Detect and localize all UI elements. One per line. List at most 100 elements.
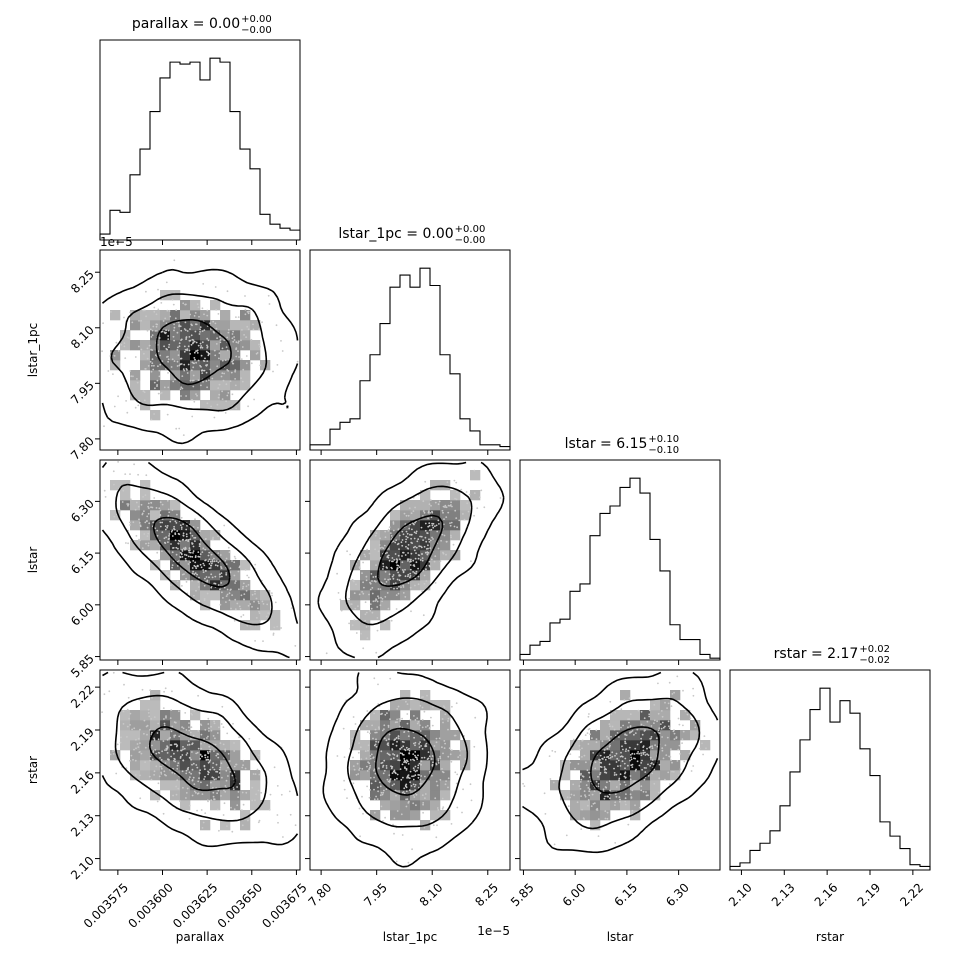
sample-point-0-2 xyxy=(127,504,129,507)
sample-point-1-3 xyxy=(358,769,360,771)
sample-point-1-3 xyxy=(409,718,412,721)
sample-point-0-3 xyxy=(173,743,176,746)
sample-point-0-3 xyxy=(195,764,198,766)
sample-point-0-2 xyxy=(192,570,195,573)
sample-point-0-3 xyxy=(171,749,174,752)
sample-point-2-3 xyxy=(609,756,612,759)
density-cell-2-3 xyxy=(700,740,711,751)
sample-point-0-3 xyxy=(289,813,292,816)
sample-point-1-2 xyxy=(413,549,416,552)
sample-point-1-3 xyxy=(366,710,369,712)
sample-point-2-3 xyxy=(615,761,618,763)
sample-point-1-2 xyxy=(381,582,384,585)
sample-point-0-1 xyxy=(185,368,188,370)
sample-point-0-3 xyxy=(229,771,232,773)
sample-point-2-3 xyxy=(686,713,689,716)
sample-point-1-2 xyxy=(400,586,402,588)
sample-point-0-3 xyxy=(170,709,173,711)
density-cell-0-1 xyxy=(150,410,161,421)
density-cell-0-2 xyxy=(180,570,191,581)
sample-point-0-2 xyxy=(168,535,170,537)
density-cell-2-3 xyxy=(570,800,581,811)
sample-point-1-3 xyxy=(412,794,415,796)
density-cell-2-3 xyxy=(580,740,591,751)
sample-point-0-1 xyxy=(200,354,203,357)
density-cell-0-1 xyxy=(210,390,221,401)
sample-point-1-2 xyxy=(379,588,382,590)
sample-point-1-2 xyxy=(470,560,472,563)
sample-point-0-2 xyxy=(185,535,188,538)
sample-point-1-2 xyxy=(446,481,449,484)
density-layer xyxy=(110,290,711,831)
sample-point-2-3 xyxy=(597,818,600,820)
sample-point-1-3 xyxy=(407,735,410,738)
sample-point-1-2 xyxy=(427,517,429,520)
sample-point-1-2 xyxy=(407,560,409,562)
sample-point-0-2 xyxy=(249,603,252,605)
sample-point-0-2 xyxy=(230,588,232,591)
sample-point-1-3 xyxy=(396,810,399,812)
sample-point-1-3 xyxy=(427,751,430,753)
sample-point-2-3 xyxy=(683,760,686,763)
density-cell-0-1 xyxy=(150,320,161,331)
sample-point-0-3 xyxy=(211,766,214,769)
sample-point-2-3 xyxy=(581,808,583,811)
sample-point-0-1 xyxy=(176,349,179,351)
sample-point-0-2 xyxy=(247,584,250,586)
sample-point-0-1 xyxy=(233,339,236,341)
sample-point-1-2 xyxy=(419,535,421,538)
density-cell-0-2 xyxy=(240,620,251,631)
sample-point-1-3 xyxy=(417,766,419,769)
sample-point-2-3 xyxy=(645,791,647,793)
sample-point-1-3 xyxy=(405,700,407,703)
density-cell-2-3 xyxy=(630,810,641,821)
sample-point-0-3 xyxy=(163,690,166,693)
sample-point-2-3 xyxy=(569,761,572,764)
sample-point-0-3 xyxy=(128,717,131,720)
sample-point-2-3 xyxy=(628,721,630,724)
sample-point-0-3 xyxy=(213,798,216,801)
density-cell-2-3 xyxy=(640,710,651,721)
sample-point-0-1 xyxy=(107,370,110,372)
sample-point-2-3 xyxy=(599,772,602,774)
sample-point-0-2 xyxy=(166,525,169,527)
sample-point-0-3 xyxy=(252,773,255,775)
sample-point-1-2 xyxy=(389,532,392,534)
sample-point-1-3 xyxy=(407,800,410,803)
sample-point-0-1 xyxy=(190,369,193,372)
sample-point-0-3 xyxy=(191,768,194,771)
sample-point-2-3 xyxy=(618,796,621,798)
sample-point-2-3 xyxy=(584,794,586,796)
sample-point-0-2 xyxy=(181,539,184,541)
sample-point-0-2 xyxy=(205,576,208,578)
sample-point-0-3 xyxy=(129,724,131,726)
sample-point-2-3 xyxy=(629,778,632,781)
density-cell-1-3 xyxy=(400,740,411,751)
density-cell-0-1 xyxy=(240,380,251,391)
sample-point-2-3 xyxy=(617,759,620,762)
sample-point-0-2 xyxy=(280,627,282,629)
density-cell-2-3 xyxy=(670,730,681,741)
sample-point-0-1 xyxy=(200,384,202,387)
sample-point-1-2 xyxy=(368,552,371,555)
density-cell-0-2 xyxy=(190,540,201,551)
sample-point-1-2 xyxy=(362,581,364,584)
sample-point-2-3 xyxy=(658,732,661,735)
sample-point-0-3 xyxy=(209,759,212,762)
sample-point-1-3 xyxy=(399,752,402,754)
density-cell-2-3 xyxy=(640,790,651,801)
sample-point-2-3 xyxy=(578,785,581,787)
sample-point-1-3 xyxy=(408,747,410,750)
sample-point-0-2 xyxy=(238,588,240,591)
sample-point-1-2 xyxy=(379,547,382,549)
sample-point-1-2 xyxy=(394,582,397,585)
density-cell-1-3 xyxy=(420,800,431,811)
sample-point-1-3 xyxy=(414,751,417,753)
sample-point-2-3 xyxy=(647,754,650,756)
sample-point-1-2 xyxy=(407,575,409,578)
density-cell-1-3 xyxy=(400,750,411,761)
sample-point-0-3 xyxy=(160,767,163,770)
sample-point-0-2 xyxy=(234,608,237,611)
sample-point-0-3 xyxy=(171,725,174,728)
density-cell-2-3 xyxy=(600,730,611,741)
